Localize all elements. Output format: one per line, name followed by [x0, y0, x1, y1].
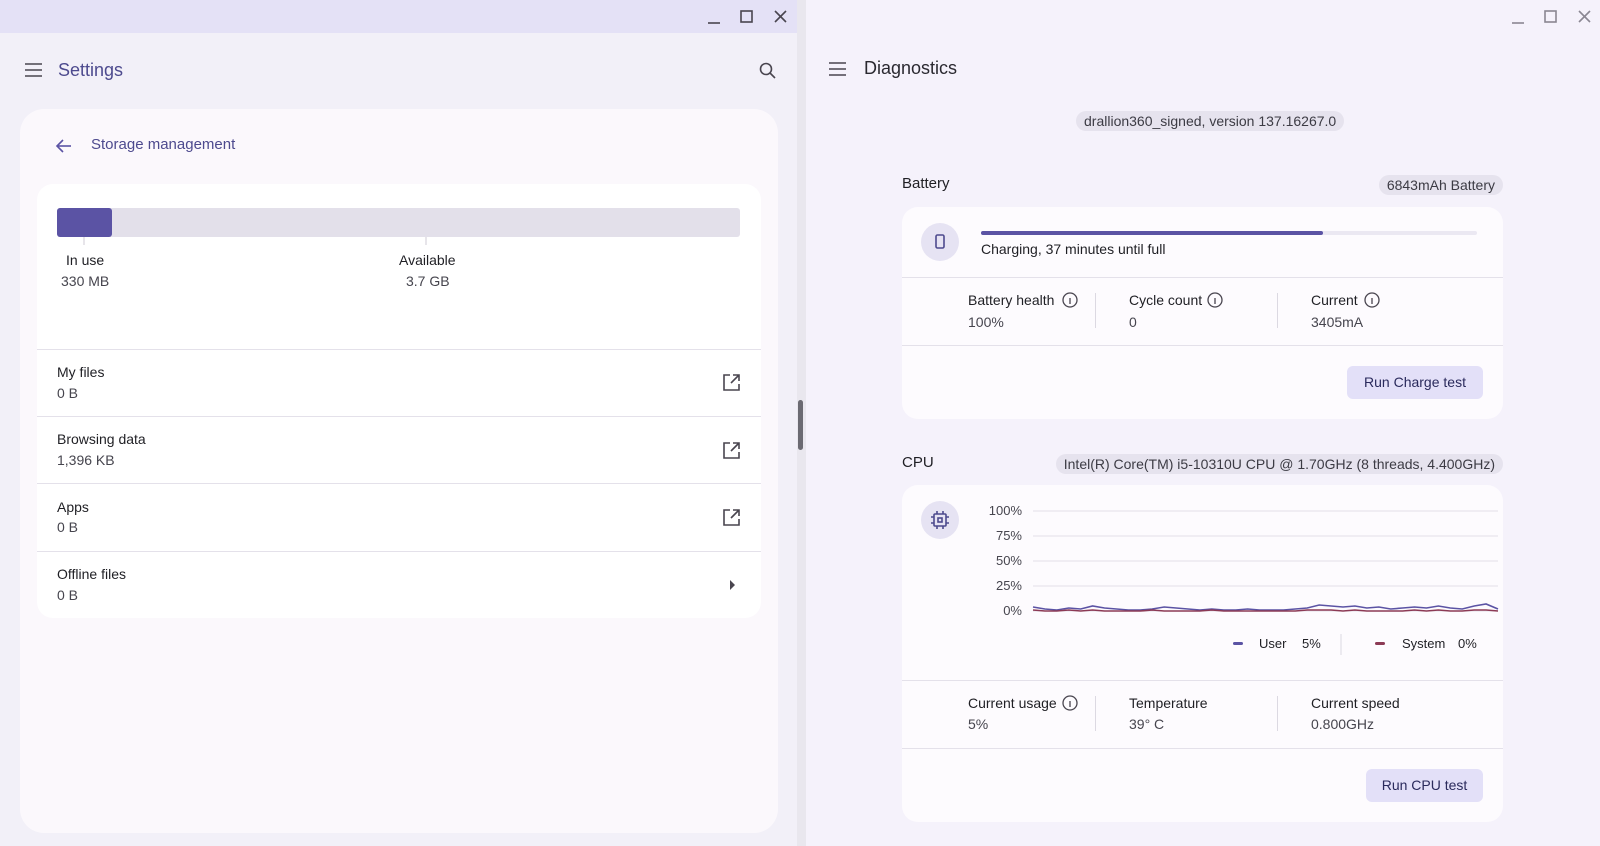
- storage-bar-used: [57, 208, 112, 237]
- legend-swatch: [1233, 642, 1243, 645]
- section-heading: CPU: [902, 454, 934, 471]
- info-icons: [1062, 292, 1380, 711]
- in-use-label: In use: [66, 252, 105, 268]
- in-use-value: 330 MB: [61, 273, 110, 289]
- section-heading: Battery: [902, 175, 950, 192]
- item-name[interactable]: Apps: [57, 499, 89, 515]
- legend-swatch: [1375, 642, 1385, 645]
- page-title: Storage management: [91, 136, 236, 153]
- cpu-chart: 0% 25% 50% 75% 100%: [989, 503, 1499, 618]
- open-external-icon[interactable]: [723, 442, 740, 459]
- version-chip: drallion360_signed, version 137.16267.0: [1076, 111, 1345, 131]
- item-size: 0 B: [57, 587, 79, 603]
- chevron-icon[interactable]: [730, 580, 735, 590]
- run-cpu-test-button[interactable]: Run CPU test: [1366, 769, 1483, 802]
- cpu-icon-bg: [921, 501, 959, 539]
- close-button[interactable]: [1578, 10, 1591, 23]
- storage-card: [37, 184, 761, 618]
- legend-value: 0%: [1458, 636, 1477, 651]
- search-button[interactable]: [759, 62, 776, 79]
- menu-button[interactable]: [25, 63, 42, 77]
- available-value: 3.7 GB: [406, 273, 450, 289]
- cpu-card: [902, 485, 1503, 822]
- stat-value: 0: [1129, 314, 1137, 330]
- y-tick-label: 100%: [989, 503, 1023, 518]
- battery-status: Charging, 37 minutes until full: [981, 241, 1166, 257]
- maximize-button[interactable]: [740, 10, 753, 23]
- cpu-line: [1032, 603, 1499, 611]
- battery-icon: [935, 234, 945, 249]
- y-tick-label: 0%: [1003, 603, 1022, 618]
- y-tick-label: 75%: [996, 528, 1022, 543]
- y-tick-label: 50%: [996, 553, 1022, 568]
- y-tick-label: 25%: [996, 578, 1022, 593]
- stat-label: Battery health: [968, 292, 1055, 308]
- battery-progress: [981, 231, 1323, 235]
- app-title: Settings: [58, 60, 124, 80]
- menu-button[interactable]: [829, 62, 846, 76]
- stat-label: Current speed: [1311, 695, 1400, 711]
- app-title: Diagnostics: [864, 58, 958, 78]
- separator: [902, 345, 1503, 346]
- separator: [37, 349, 761, 350]
- stat-value: 39° C: [1129, 716, 1165, 732]
- stat-divider: [1277, 696, 1278, 731]
- run-charge-test-button[interactable]: Run Charge test: [1347, 366, 1483, 399]
- item-name[interactable]: Browsing data: [57, 431, 146, 447]
- separator: [37, 416, 761, 417]
- cpu-chip: Intel(R) Core(TM) i5-10310U CPU @ 1.70GH…: [1055, 454, 1503, 474]
- cpu-line: [1032, 609, 1499, 612]
- separator: [902, 277, 1503, 278]
- battery-icon-bg: [921, 223, 959, 261]
- separator: [37, 551, 761, 552]
- item-name[interactable]: My files: [57, 364, 105, 380]
- stat-value: 0.800GHz: [1311, 716, 1375, 732]
- item-size: 0 B: [57, 385, 79, 401]
- item-size: 1,396 KB: [57, 452, 115, 468]
- item-name[interactable]: Offline files: [57, 566, 126, 582]
- close-button[interactable]: [774, 10, 787, 23]
- stat-label: Temperature: [1129, 695, 1208, 711]
- item-size: 0 B: [57, 519, 79, 535]
- stat-divider: [1095, 696, 1096, 731]
- legend-label: System: [1402, 636, 1446, 651]
- separator: [902, 748, 1503, 749]
- open-external-icon[interactable]: [723, 374, 740, 391]
- maximize-button[interactable]: [1544, 10, 1557, 23]
- available-label: Available: [399, 252, 456, 268]
- stat-label: Current usage: [968, 695, 1057, 711]
- storage-bar: [57, 208, 740, 237]
- open-external-icon[interactable]: [723, 509, 740, 526]
- battery-chip: 6843mAh Battery: [1378, 175, 1503, 195]
- title-bar: [0, 0, 797, 33]
- stat-label: Current: [1311, 292, 1358, 308]
- stat-value: 5%: [968, 716, 989, 732]
- legend-value: 5%: [1302, 636, 1321, 651]
- separator: [37, 483, 761, 484]
- stat-divider: [1095, 293, 1096, 328]
- stat-value: 3405mA: [1311, 314, 1364, 330]
- stat-divider: [1277, 293, 1278, 328]
- stat-value: 100%: [968, 314, 1004, 330]
- cpu-icon: [931, 511, 949, 529]
- separator: [902, 680, 1503, 681]
- split-handle[interactable]: [798, 400, 803, 450]
- stat-label: Cycle count: [1129, 292, 1203, 308]
- legend-label: User: [1259, 636, 1287, 651]
- back-button[interactable]: [55, 139, 71, 153]
